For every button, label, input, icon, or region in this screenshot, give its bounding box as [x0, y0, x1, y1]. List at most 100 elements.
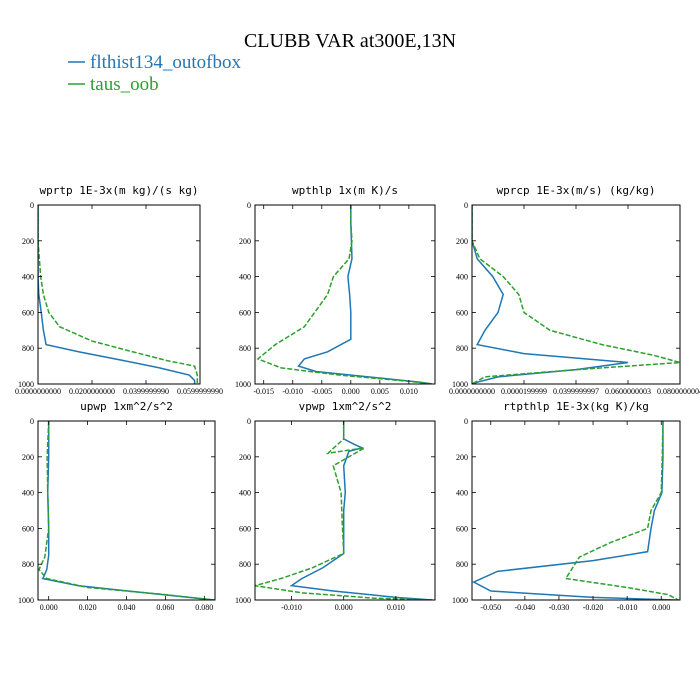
series-line-1	[472, 205, 629, 384]
y-tick-label: 0	[464, 201, 468, 210]
panel-title: wprcp 1E-3x(m/s) (kg/kg)	[497, 184, 656, 197]
y-tick-label: 0	[247, 417, 251, 426]
y-tick-label: 400	[22, 489, 34, 498]
y-tick-label: 400	[239, 273, 251, 282]
x-tick-label: 0.020	[79, 603, 97, 612]
x-tick-label: 0.0600000003	[605, 387, 651, 396]
panel-title: rtpthlp 1E-3x(kg K)/kg	[503, 400, 649, 413]
y-tick-label: 1000	[18, 380, 34, 389]
y-tick-label: 400	[456, 273, 468, 282]
panel-1: wprtp 1E-3x(m kg)/(s kg) 0 200 400 600 800 100…	[15, 184, 223, 396]
y-tick-label: 1000	[452, 380, 468, 389]
panel-5: vpwp 1xm^2/s^2 0 200 400 600 800 1000 -0.010 0.0…	[235, 400, 436, 612]
plot-frame	[37, 420, 216, 601]
plot-frame	[254, 420, 436, 601]
x-tick-label: -0.010	[617, 603, 638, 612]
y-tick-label: 600	[456, 308, 468, 317]
legend-label-series-2: taus_oob	[90, 74, 159, 95]
x-tick-label: 0.000	[342, 387, 360, 396]
series-line-1	[289, 421, 433, 600]
y-tick-label: 1000	[235, 380, 251, 389]
panel-title: wprtp 1E-3x(m kg)/(s kg)	[40, 184, 199, 197]
y-tick-label: 0	[30, 417, 34, 426]
y-tick-label: 200	[239, 237, 251, 246]
y-tick-label: 400	[22, 273, 34, 282]
y-tick-label: 600	[239, 524, 251, 533]
series-line-1	[472, 421, 675, 600]
x-tick-label: 0.000	[652, 603, 670, 612]
y-tick-label: 800	[239, 344, 251, 353]
x-tick-label: -0.010	[281, 603, 302, 612]
y-tick-label: 600	[239, 308, 251, 317]
x-tick-label: 0.0000000000	[15, 387, 61, 396]
y-tick-label: 800	[456, 560, 468, 569]
series-line-2	[256, 205, 433, 384]
legend: flthist134_outofbox taus_oob	[68, 52, 241, 95]
y-tick-label: 1000	[452, 596, 468, 605]
y-tick-label: 800	[456, 344, 468, 353]
series-line-2	[472, 205, 680, 384]
legend-label-series-1: flthist134_outofbox	[90, 52, 241, 73]
panel-6: rtpthlp 1E-3x(kg K)/kg 0 200 400 600 800 1000 -…	[452, 400, 681, 612]
panel-2: wpthlp 1x(m K)/s02004006008001000-0.015-…	[235, 184, 436, 396]
panels: wprtp 1E-3x(m kg)/(s kg) 0 200 400 600 800 100…	[15, 184, 700, 612]
x-tick-label: -0.020	[583, 603, 604, 612]
x-tick-label: 0.000	[335, 603, 353, 612]
plot-frame	[37, 204, 201, 385]
x-tick-label: 0.0399999990	[123, 387, 169, 396]
x-tick-label: -0.015	[253, 387, 274, 396]
series-line-1	[38, 205, 196, 384]
x-tick-label: 0.0000199999	[501, 387, 547, 396]
plot-frame	[254, 204, 436, 385]
y-tick-label: 800	[22, 344, 34, 353]
x-tick-label: -0.030	[549, 603, 570, 612]
y-tick-label: 0	[30, 201, 34, 210]
series-line-1	[297, 205, 433, 384]
panel-title: wpthlp 1x(m K)/s	[292, 184, 398, 197]
series-line-2	[255, 421, 433, 600]
y-tick-label: 200	[456, 237, 468, 246]
x-tick-label: -0.010	[282, 387, 303, 396]
series-line-2	[38, 421, 215, 600]
x-tick-label: 0.000	[40, 603, 58, 612]
y-tick-label: 1000	[235, 596, 251, 605]
x-tick-label: -0.050	[480, 603, 501, 612]
series-line-1	[41, 421, 215, 600]
y-tick-label: 400	[239, 489, 251, 498]
x-tick-label: 0.0399999997	[553, 387, 599, 396]
y-tick-label: 1000	[18, 596, 34, 605]
x-tick-label: 0.0200000000	[69, 387, 115, 396]
series-line-2	[564, 421, 679, 600]
panel-3: wprcp 1E-3x(m/s) (kg/kg) 0 200 400 600 800 100…	[449, 184, 700, 396]
x-tick-label: 0.040	[118, 603, 136, 612]
y-tick-label: 200	[456, 453, 468, 462]
y-tick-label: 0	[247, 201, 251, 210]
y-tick-label: 800	[22, 560, 34, 569]
y-tick-label: 200	[22, 453, 34, 462]
x-tick-label: 0.005	[371, 387, 389, 396]
panel-4: upwp 1xm^2/s^2 0 200 400 600 800 1000 0.000 0.02…	[18, 400, 216, 612]
x-tick-label: 0.060	[156, 603, 174, 612]
y-tick-label: 600	[22, 308, 34, 317]
x-tick-label: -0.040	[515, 603, 536, 612]
x-tick-label: 0.010	[400, 387, 418, 396]
y-tick-label: 600	[456, 524, 468, 533]
y-tick-label: 0	[464, 417, 468, 426]
y-tick-label: 600	[22, 524, 34, 533]
x-tick-label: 0.0599999990	[177, 387, 223, 396]
y-tick-label: 400	[456, 489, 468, 498]
y-tick-label: 800	[239, 560, 251, 569]
x-tick-label: -0.005	[311, 387, 332, 396]
x-tick-label: 0.080	[195, 603, 213, 612]
y-tick-label: 200	[239, 453, 251, 462]
y-tick-label: 200	[22, 237, 34, 246]
series-line-2	[38, 205, 199, 384]
plot-frame	[471, 420, 681, 601]
panel-title: upwp 1xm^2/s^2	[80, 400, 173, 413]
figure-title: CLUBB VAR at300E,13N	[244, 30, 456, 52]
x-tick-label: 0.0800000004	[657, 387, 700, 396]
panel-title: vpwp 1xm^2/s^2	[299, 400, 392, 413]
x-tick-label: 0.010	[387, 603, 405, 612]
x-tick-label: 0.0000000000	[449, 387, 495, 396]
